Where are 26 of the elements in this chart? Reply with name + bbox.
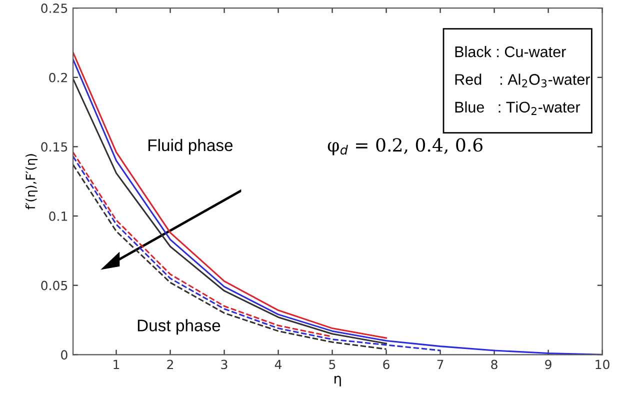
y-tick-label: 0.2	[49, 72, 67, 82]
x-tick-label: 7	[437, 360, 444, 369]
y-tick-label: 0.1	[49, 211, 68, 221]
line-series	[73, 156, 442, 352]
y-axis-title: f′(η),F′(η)	[25, 154, 38, 210]
x-tick-label: 4	[274, 360, 282, 369]
annotation: Red : Al$_{2}$O$_{3}$-water	[455, 74, 590, 88]
x-tick-label: 3	[221, 360, 228, 370]
x-tick-label: 6	[383, 360, 390, 370]
annotation: Blue : TiO$_{2}$-water	[455, 101, 580, 115]
line-series	[73, 164, 388, 350]
annotation: Dust phase	[138, 319, 220, 335]
annotation: Black : Cu-water	[455, 46, 566, 58]
y-tick-label: 0	[61, 350, 68, 360]
y-tick-label: 0.25	[41, 4, 68, 13]
x-tick-label: 1	[114, 360, 120, 369]
x-tick-label: 9	[545, 360, 552, 370]
y-tick-label: 0.15	[41, 142, 68, 152]
x-tick-label: 10	[596, 360, 610, 370]
annotation: Fluid phase	[148, 138, 233, 154]
x-axis-title: η	[334, 376, 341, 386]
x-tick-label: 8	[491, 360, 498, 370]
y-tick-label: 0.05	[41, 280, 68, 290]
x-tick-label: 2	[167, 360, 173, 369]
x-tick-label: 5	[329, 360, 336, 370]
annotation: φ$_{d}$ = 0.2, 0.4, 0.6	[328, 138, 483, 156]
